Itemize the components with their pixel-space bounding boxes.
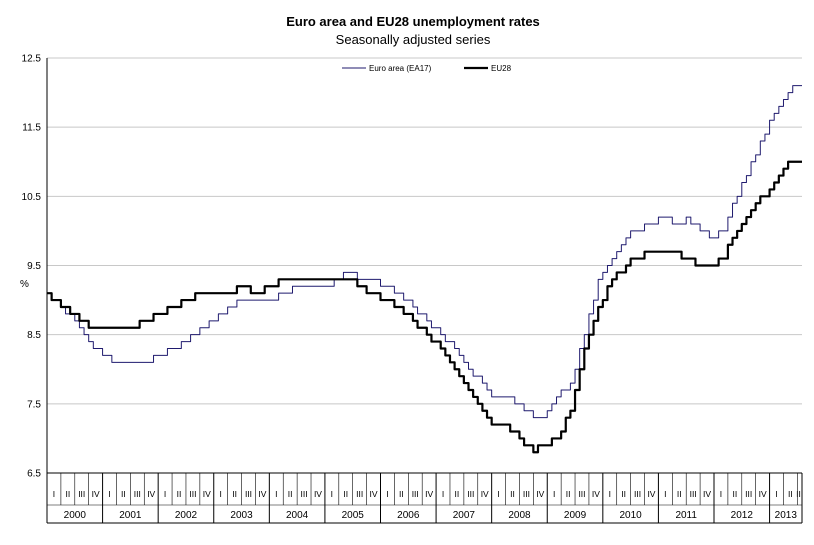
quarter-label: III	[578, 489, 585, 499]
legend: Euro area (EA17) EU28	[342, 64, 512, 73]
quarter-label: I	[331, 489, 333, 499]
year-label: 2001	[119, 510, 142, 521]
y-tick-label: 9.5	[27, 261, 41, 272]
year-label: 2010	[619, 510, 642, 521]
year-label: 2007	[453, 510, 476, 521]
quarter-label: IV	[592, 489, 600, 499]
quarter-label: IV	[425, 489, 433, 499]
year-label: 2006	[397, 510, 420, 521]
quarter-label: III	[134, 489, 141, 499]
chart-subtitle: Seasonally adjusted series	[336, 32, 491, 47]
quarter-label: I	[442, 489, 444, 499]
quarter-label: III	[245, 489, 252, 499]
y-tick-labels: 6.5 7.5 8.5 9.5 10.5 11.5 12.5	[22, 54, 42, 480]
quarter-label: I	[609, 489, 611, 499]
quarter-label: III	[796, 489, 803, 499]
quarter-label: III	[78, 489, 85, 499]
quarter-label: I	[108, 489, 110, 499]
quarter-label: II	[232, 489, 237, 499]
quarter-label: IV	[258, 489, 266, 499]
year-label: 2008	[508, 510, 531, 521]
legend-label-ea17: Euro area (EA17)	[369, 64, 432, 73]
quarter-label: IV	[147, 489, 155, 499]
y-tick-label: 11.5	[22, 123, 41, 134]
legend-label-eu28: EU28	[491, 64, 512, 73]
quarter-label: II	[343, 489, 348, 499]
year-label: 2002	[175, 510, 198, 521]
quarter-label: II	[510, 489, 515, 499]
series-line-ea17	[47, 85, 802, 419]
quarter-label: I	[220, 489, 222, 499]
quarter-label: III	[745, 489, 752, 499]
quarter-label: IV	[314, 489, 322, 499]
y-axis-label: %	[20, 279, 29, 290]
quarter-label: II	[399, 489, 404, 499]
quarter-label: III	[189, 489, 196, 499]
quarter-label: IV	[647, 489, 655, 499]
quarter-label: II	[732, 489, 737, 499]
quarter-label: II	[288, 489, 293, 499]
series-lines	[47, 85, 802, 454]
quarter-label: I	[53, 489, 55, 499]
x-axis: I II III IV I II III IV I II III IV I II III IV I II III IV…	[46, 58, 803, 524]
quarter-label: IV	[370, 489, 378, 499]
year-label: 2005	[342, 510, 365, 521]
series-line-eu28	[47, 160, 802, 454]
quarter-label: III	[634, 489, 641, 499]
y-tick-label: 7.5	[27, 399, 41, 410]
quarter-label: III	[301, 489, 308, 499]
chart-title: Euro area and EU28 unemployment rates	[286, 14, 540, 29]
year-label: 2000	[64, 510, 87, 521]
quarter-label: II	[121, 489, 126, 499]
quarter-label: I	[720, 489, 722, 499]
quarter-label: II	[788, 489, 793, 499]
quarter-label: I	[775, 489, 777, 499]
quarter-label: IV	[92, 489, 100, 499]
quarter-label: III	[412, 489, 419, 499]
quarter-label: III	[356, 489, 363, 499]
quarter-label: IV	[203, 489, 211, 499]
quarter-label: II	[177, 489, 182, 499]
quarter-label: IV	[703, 489, 711, 499]
quarter-label: II	[455, 489, 460, 499]
quarter-label: IV	[481, 489, 489, 499]
y-tick-label: 12.5	[22, 54, 42, 65]
year-label: 2009	[564, 510, 587, 521]
quarter-label: IV	[536, 489, 544, 499]
year-label: 2004	[286, 510, 309, 521]
year-label: 2013	[775, 510, 798, 521]
y-tick-label: 8.5	[27, 330, 41, 341]
quarter-label: I	[164, 489, 166, 499]
quarter-label: III	[467, 489, 474, 499]
quarter-label: II	[566, 489, 571, 499]
year-label: 2012	[731, 510, 754, 521]
gridlines	[47, 57, 802, 474]
year-label: 2003	[230, 510, 253, 521]
quarter-label: I	[275, 489, 277, 499]
quarter-label: III	[523, 489, 530, 499]
y-tick-label: 10.5	[22, 192, 42, 203]
quarter-label: I	[386, 489, 388, 499]
quarter-label: II	[677, 489, 682, 499]
quarter-label: I	[497, 489, 499, 499]
quarter-label: I	[664, 489, 666, 499]
quarter-label: II	[621, 489, 626, 499]
quarter-label: I	[553, 489, 555, 499]
quarter-label: IV	[759, 489, 767, 499]
y-tick-label: 6.5	[27, 469, 41, 480]
year-label: 2011	[675, 510, 697, 521]
quarter-label: II	[65, 489, 70, 499]
quarter-label: III	[690, 489, 697, 499]
